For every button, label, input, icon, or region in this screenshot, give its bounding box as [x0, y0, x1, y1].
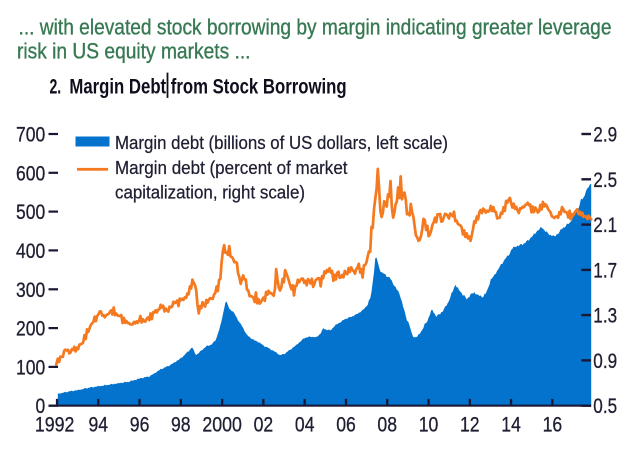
svg-text:1.7: 1.7: [593, 259, 617, 282]
svg-text:2.5: 2.5: [593, 169, 617, 192]
svg-text:Margin Debt from Stock Borrowi: Margin Debt from Stock Borrowing: [69, 74, 346, 98]
svg-text:02: 02: [254, 414, 274, 437]
svg-text:300: 300: [16, 279, 45, 302]
svg-text:10: 10: [419, 414, 439, 437]
svg-text:04: 04: [295, 414, 315, 437]
svg-text:12: 12: [460, 414, 480, 437]
svg-text:16: 16: [543, 414, 563, 437]
svg-text:06: 06: [336, 414, 356, 437]
svg-text:08: 08: [377, 414, 397, 437]
svg-text:400: 400: [16, 240, 45, 263]
svg-text:94: 94: [89, 414, 109, 437]
svg-text:700: 700: [16, 124, 45, 147]
svg-text:14: 14: [501, 414, 521, 437]
svg-text:2.9: 2.9: [593, 124, 617, 147]
svg-text:96: 96: [130, 414, 150, 437]
svg-text:98: 98: [171, 414, 191, 437]
svg-text:2.1: 2.1: [593, 214, 617, 237]
svg-text:2.: 2.: [50, 74, 62, 98]
svg-text:600: 600: [16, 162, 45, 185]
svg-text:2000: 2000: [202, 414, 242, 437]
svg-text:1992: 1992: [35, 414, 75, 437]
svg-text:risk in US equity markets ...: risk in US equity markets ...: [17, 39, 251, 64]
svg-text:Margin debt (billions of US do: Margin debt (billions of US dollars, lef…: [115, 132, 448, 153]
svg-text:200: 200: [16, 318, 45, 341]
svg-text:Margin debt (percent of market: Margin debt (percent of market: [115, 157, 348, 178]
svg-text:... with elevated stock borrow: ... with elevated stock borrowing by mar…: [19, 15, 612, 40]
svg-text:1.3: 1.3: [593, 305, 617, 328]
svg-text:0: 0: [36, 395, 46, 418]
svg-text:0.5: 0.5: [593, 395, 617, 418]
svg-text:0.9: 0.9: [593, 350, 617, 373]
svg-text:100: 100: [16, 356, 45, 379]
svg-text:capitalization, right scale): capitalization, right scale): [115, 181, 305, 202]
svg-text:500: 500: [16, 201, 45, 224]
